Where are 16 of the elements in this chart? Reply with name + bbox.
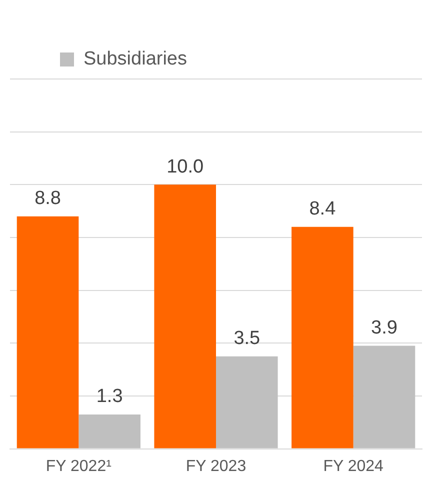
bar [16,216,79,448]
x-tick-label: FY 2022¹ [46,458,112,475]
data-label: 1.3 [96,386,123,408]
bar [154,184,216,448]
bar [78,414,140,448]
data-label: 8.4 [309,198,336,220]
x-tick-label: FY 2024 [323,458,384,475]
data-label: 3.9 [371,318,398,339]
bar [353,346,416,448]
bar [216,356,278,448]
data-label: 3.5 [234,328,260,350]
x-tick-label: FY 2023 [186,458,246,475]
data-label: 8.8 [34,188,61,210]
data-label: 10.0 [166,156,204,178]
legend-label: Subsidiaries [84,48,187,70]
bar [292,226,354,448]
